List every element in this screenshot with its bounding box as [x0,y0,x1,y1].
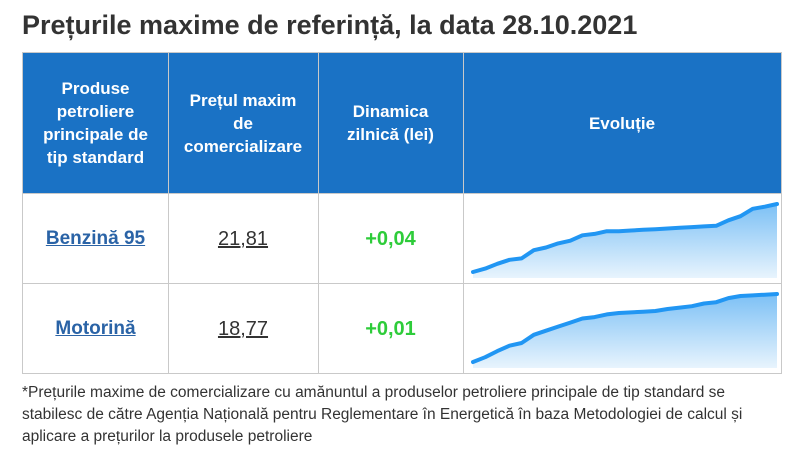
table-header: Produse petroliere principale de tip sta… [23,53,781,193]
sparkline-area [473,294,777,368]
table-row: Benzină 95 21,81 +0,04 [23,194,781,284]
max-price-value: 18,77 [217,317,269,340]
column-divider [168,53,169,373]
header-evolution: Evoluție [588,113,656,133]
sparkline-line [471,202,779,274]
header-product: Produse petroliere principale de tip sta… [43,79,148,167]
footnote: *Prețurile maxime de comercializare cu a… [22,384,743,445]
sparkline-area [473,204,777,278]
price-table: Produse petroliere principale de tip sta… [22,52,782,374]
product-link-motorina[interactable]: Motorină [55,318,136,339]
product-link-benzina-95[interactable]: Benzină 95 [45,228,146,249]
row-divider [23,283,781,284]
daily-change-value: +0,04 [365,227,416,250]
evolution-sparkline [471,292,779,368]
row-divider [23,193,781,194]
daily-change-value: +0,01 [365,317,416,340]
header-max-price: Prețul maxim de comercializare [183,90,303,156]
header-daily-change: Dinamica zilnică (lei) [347,102,434,144]
page-title: Prețurile maxime de referință, la data 2… [22,10,638,40]
max-price-value: 21,81 [217,227,269,250]
column-divider [463,53,464,373]
table-row: Motorină 18,77 +0,01 [23,284,781,374]
column-divider [318,53,319,373]
sparkline-line [471,292,779,364]
evolution-sparkline [471,202,779,278]
